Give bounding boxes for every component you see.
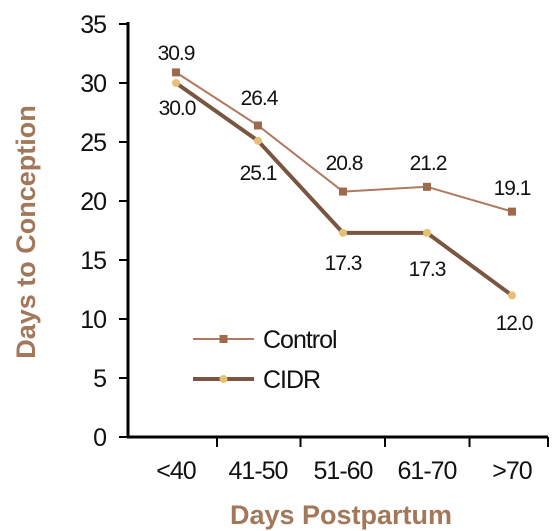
y-tick-label: 20 <box>80 188 106 216</box>
x-tick-label: 41-50 <box>229 457 288 485</box>
y-tick-label: 30 <box>80 70 106 98</box>
legend-control-marker <box>219 335 228 343</box>
x-tick-label: <40 <box>156 457 196 485</box>
control-data-label: 20.8 <box>326 152 363 175</box>
axes: 0 5 10 15 20 25 30 35 <40 41-50 51-60 61-70 >70 Days … <box>11 11 549 530</box>
control-marker <box>172 68 180 77</box>
control-data-label: 19.1 <box>494 177 531 200</box>
legend: Control CIDR <box>193 326 338 394</box>
cidr-data-label: 17.3 <box>325 252 362 275</box>
cidr-data-label: 12.0 <box>496 312 533 335</box>
cidr-data-label: 30.0 <box>159 97 196 120</box>
cidr-marker <box>423 228 431 237</box>
control-data-label: 21.2 <box>410 152 447 175</box>
control-marker <box>508 207 516 216</box>
x-tick-label: 61-70 <box>398 457 457 485</box>
cidr-marker <box>339 228 347 237</box>
y-tick-label: 35 <box>80 11 106 39</box>
cidr-marker <box>254 136 262 145</box>
control-marker <box>423 182 431 191</box>
legend-cidr-label: CIDR <box>263 366 320 394</box>
data-labels: 30.9 26.4 20.8 21.2 19.1 30.0 25.1 17.3 17.3 12.0 <box>158 42 534 335</box>
y-tick-label: 15 <box>80 247 106 275</box>
cidr-data-label: 25.1 <box>240 162 277 185</box>
y-tick-label: 5 <box>93 365 106 393</box>
x-axis-title: Days Postpartum <box>230 500 452 530</box>
control-marker <box>339 187 347 196</box>
control-data-label: 30.9 <box>158 42 195 65</box>
y-tick-label: 10 <box>80 306 106 334</box>
x-tick-label: 51-60 <box>314 457 373 485</box>
legend-cidr-marker <box>219 375 228 383</box>
cidr-marker <box>508 291 516 300</box>
cidr-marker <box>172 79 180 87</box>
cidr-data-label: 17.3 <box>409 258 446 281</box>
y-axis-title: Days to Conception <box>11 105 41 359</box>
control-marker <box>254 121 262 130</box>
legend-control-label: Control <box>263 326 337 354</box>
y-tick-label: 0 <box>93 424 106 452</box>
control-data-label: 26.4 <box>241 87 279 110</box>
y-tick-label: 25 <box>80 129 106 157</box>
series-markers <box>172 68 516 300</box>
x-tick-label: >70 <box>492 457 532 485</box>
